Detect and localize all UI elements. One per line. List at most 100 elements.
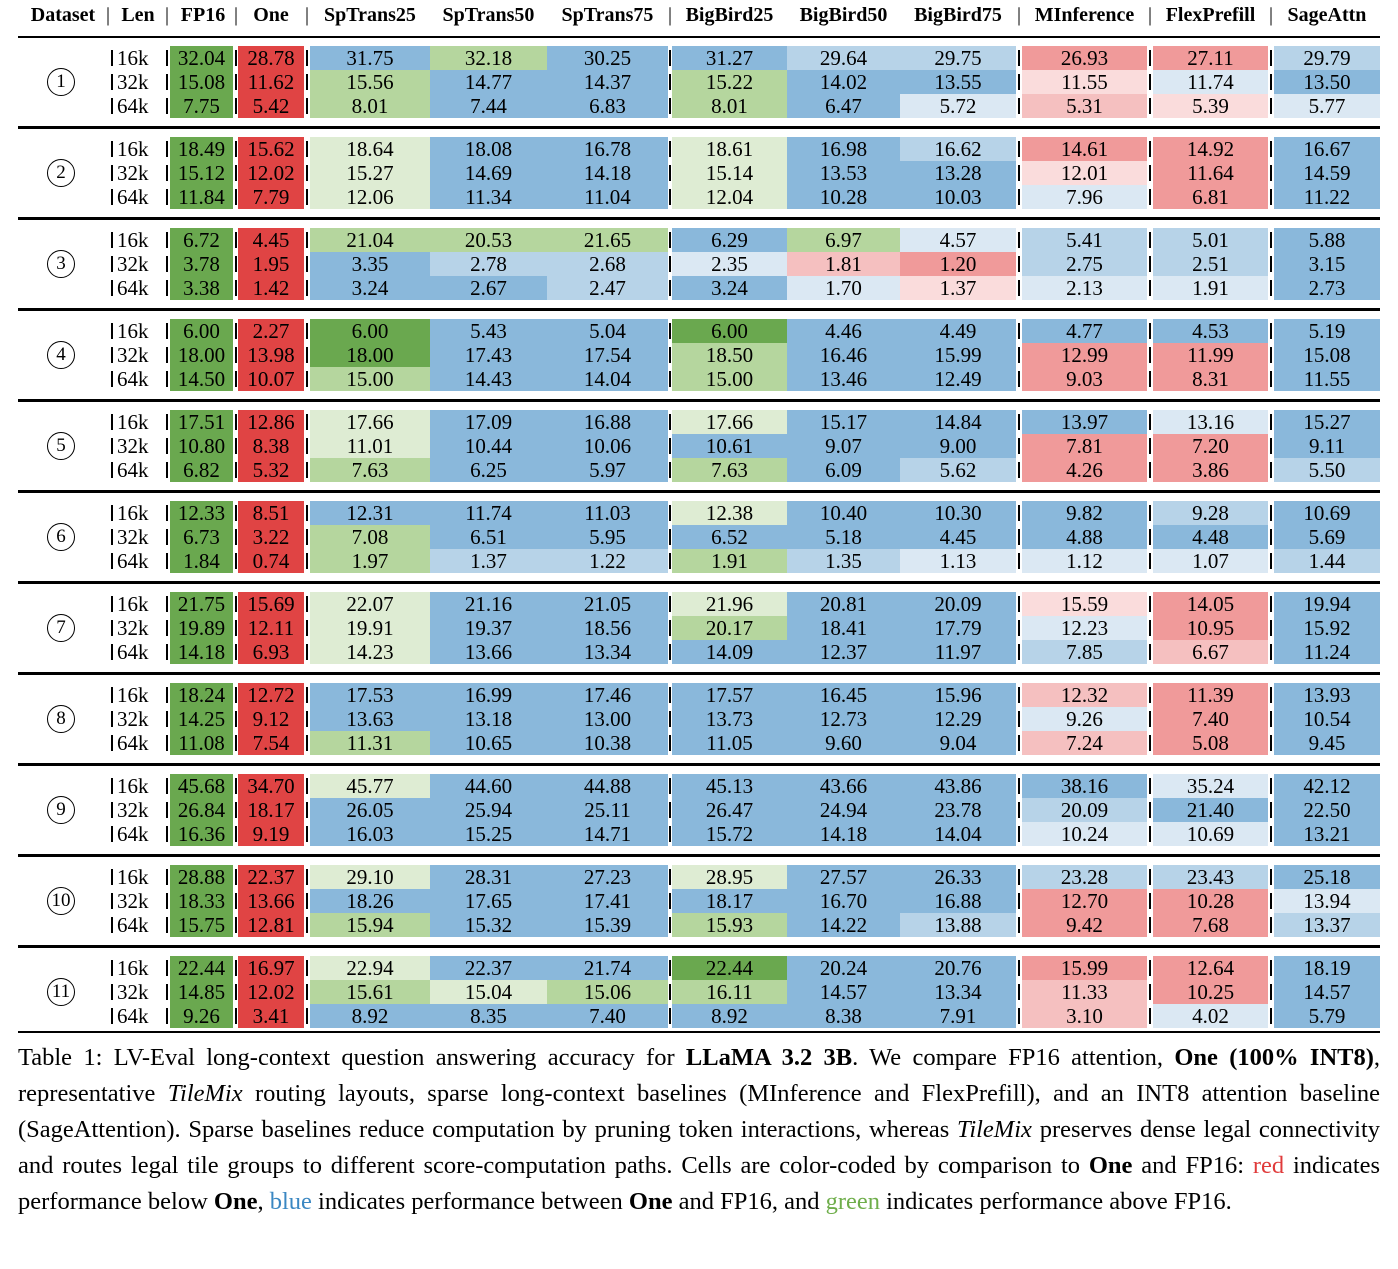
row-bar [306,280,308,296]
row-bar [235,960,237,976]
column-header: SpTrans25 [324,4,416,26]
value-cell: 7.96 [1022,185,1147,209]
row-bar [1149,323,1151,339]
value-cell: 1.20 [900,252,1016,276]
row-bar [235,644,237,660]
value-cell: 17.65 [430,889,547,913]
length-label: 64k [117,185,149,209]
value-cell: 7.63 [310,458,430,482]
row-bar [1270,50,1272,66]
row-bar [306,960,308,976]
one-cell: 0.74 [238,549,304,573]
row-bar [669,462,671,478]
length-label: 32k [117,525,149,549]
row-bar [669,98,671,114]
value-cell: 7.63 [672,458,787,482]
one-cell: 10.07 [238,367,304,391]
value-cell: 16.88 [547,410,668,434]
one-cell: 12.02 [238,980,304,1004]
value-cell: 14.71 [547,822,668,846]
row-bar [669,553,671,569]
row-bar [166,74,168,90]
value-cell: 43.66 [787,774,900,798]
fp16-cell: 7.75 [170,94,233,118]
value-cell: 9.07 [787,434,900,458]
caption-text-2: . We compare FP16 attention, [852,1044,1164,1071]
column-header: Len [121,4,155,26]
row-bar [1018,438,1020,454]
value-cell: 30.25 [547,46,668,70]
value-cell: 13.53 [787,161,900,185]
row-bar [1018,960,1020,976]
value-cell: 17.43 [430,343,547,367]
value-cell: 5.77 [1274,94,1380,118]
row-bar [1149,347,1151,363]
value-cell: 11.34 [430,185,547,209]
value-cell: 15.56 [310,70,430,94]
row-bar [235,438,237,454]
dataset-id: 7 [47,614,75,642]
row-bar [306,984,308,1000]
row-bar [1018,256,1020,272]
row-bar [235,711,237,727]
value-cell: 20.09 [900,592,1016,616]
value-cell: 16.88 [900,889,1016,913]
fp16-cell: 10.80 [170,434,233,458]
one-cell: 34.70 [238,774,304,798]
row-bar [306,529,308,545]
row-bar [1149,553,1151,569]
row-bar [111,50,113,66]
length-label: 32k [117,889,149,913]
row-bar [111,869,113,885]
fp16-cell: 18.33 [170,889,233,913]
value-cell: 11.55 [1274,367,1380,391]
value-cell: 10.65 [430,731,547,755]
value-cell: 10.28 [1153,889,1268,913]
row-bar [1270,553,1272,569]
value-cell: 18.41 [787,616,900,640]
row-bar [235,826,237,842]
row-bar [306,778,308,794]
value-cell: 15.14 [672,161,787,185]
row-bar [111,141,113,157]
value-cell: 11.03 [547,501,668,525]
value-cell: 10.54 [1274,707,1380,731]
value-cell: 4.49 [900,319,1016,343]
length-label: 64k [117,1004,149,1028]
row-bar [1270,256,1272,272]
dataset-id: 3 [47,250,75,278]
value-cell: 13.00 [547,707,668,731]
value-cell: 13.46 [787,367,900,391]
value-cell: 18.50 [672,343,787,367]
one-cell: 1.95 [238,252,304,276]
caption-text-1: LV-Eval long-context question answering … [113,1044,675,1071]
value-cell: 13.34 [547,640,668,664]
value-cell: 14.22 [787,913,900,937]
row-bar [166,687,168,703]
row-bar [111,620,113,636]
row-bar [1018,620,1020,636]
value-cell: 22.94 [310,956,430,980]
value-cell: 13.88 [900,913,1016,937]
value-cell: 15.94 [310,913,430,937]
value-cell: 32.18 [430,46,547,70]
value-cell: 14.57 [1274,980,1380,1004]
caption-one-2: One [213,1188,258,1215]
row-bar [306,165,308,181]
value-cell: 14.04 [547,367,668,391]
row-bar [306,347,308,363]
one-cell: 11.62 [238,70,304,94]
length-label: 16k [117,228,149,252]
row-bar [1270,893,1272,909]
caption-text-11: indicates performance above FP16. [886,1188,1232,1215]
row-bar [111,644,113,660]
row-bar [1270,711,1272,727]
row-bar [306,826,308,842]
row-bar [166,280,168,296]
group-rule [18,490,1380,493]
dataset-id: 10 [47,887,75,915]
row-bar [669,644,671,660]
row-bar [669,74,671,90]
value-cell: 7.85 [1022,640,1147,664]
fp16-cell: 18.24 [170,683,233,707]
